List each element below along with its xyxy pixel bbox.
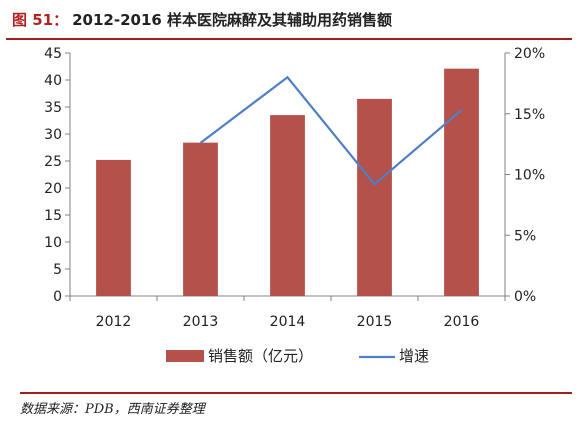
x-tick-label: 2013 — [183, 314, 219, 330]
y-tick-label-left: 10 — [44, 235, 62, 251]
bar — [444, 68, 479, 296]
y-tick-label-right: 10% — [514, 168, 545, 184]
x-tick-label: 2012 — [96, 314, 132, 330]
y-tick-label-left: 0 — [53, 289, 62, 305]
x-tick-label: 2015 — [357, 314, 393, 330]
y-tick-label-right: 5% — [514, 228, 536, 244]
bar — [183, 142, 218, 296]
legend-label-bar: 销售额（亿元） — [208, 347, 313, 365]
y-tick-label-right: 0% — [514, 289, 536, 305]
y-tick-label-left: 35 — [44, 100, 62, 116]
y-tick-label-left: 25 — [44, 154, 62, 170]
y-tick-label-right: 15% — [514, 107, 545, 123]
y-tick-label-left: 30 — [44, 127, 62, 143]
y-tick-label-left: 5 — [53, 262, 62, 278]
legend-label-line: 增速 — [399, 347, 429, 365]
y-tick-label-left: 40 — [44, 73, 62, 89]
y-tick-label-left: 45 — [44, 46, 62, 62]
x-tick-label: 2016 — [444, 314, 480, 330]
growth-line — [199, 75, 463, 186]
figure-title: 2012-2016 样本医院麻醉及其辅助用药销售额 — [72, 10, 393, 29]
x-tick-label: 2014 — [270, 314, 306, 330]
chart: 0 5 10 15 20 25 30 35 40 45 0% 5% 10% 15% 20% 2012 2013 2… — [44, 46, 545, 365]
legend-swatch-bar — [166, 350, 204, 362]
y-tick-label-left: 15 — [44, 208, 62, 224]
y-tick-label-left: 20 — [44, 181, 62, 197]
figure-label: 图 51： — [12, 10, 69, 29]
bar — [270, 115, 305, 296]
y-tick-label-right: 20% — [514, 46, 545, 62]
source-note: 数据来源：PDB，西南证券整理 — [20, 392, 572, 420]
figure-title-bar: 图 51： 2012-2016 样本医院麻醉及其辅助用药销售额 — [6, 0, 572, 40]
bar — [96, 159, 131, 296]
bar — [357, 98, 392, 297]
